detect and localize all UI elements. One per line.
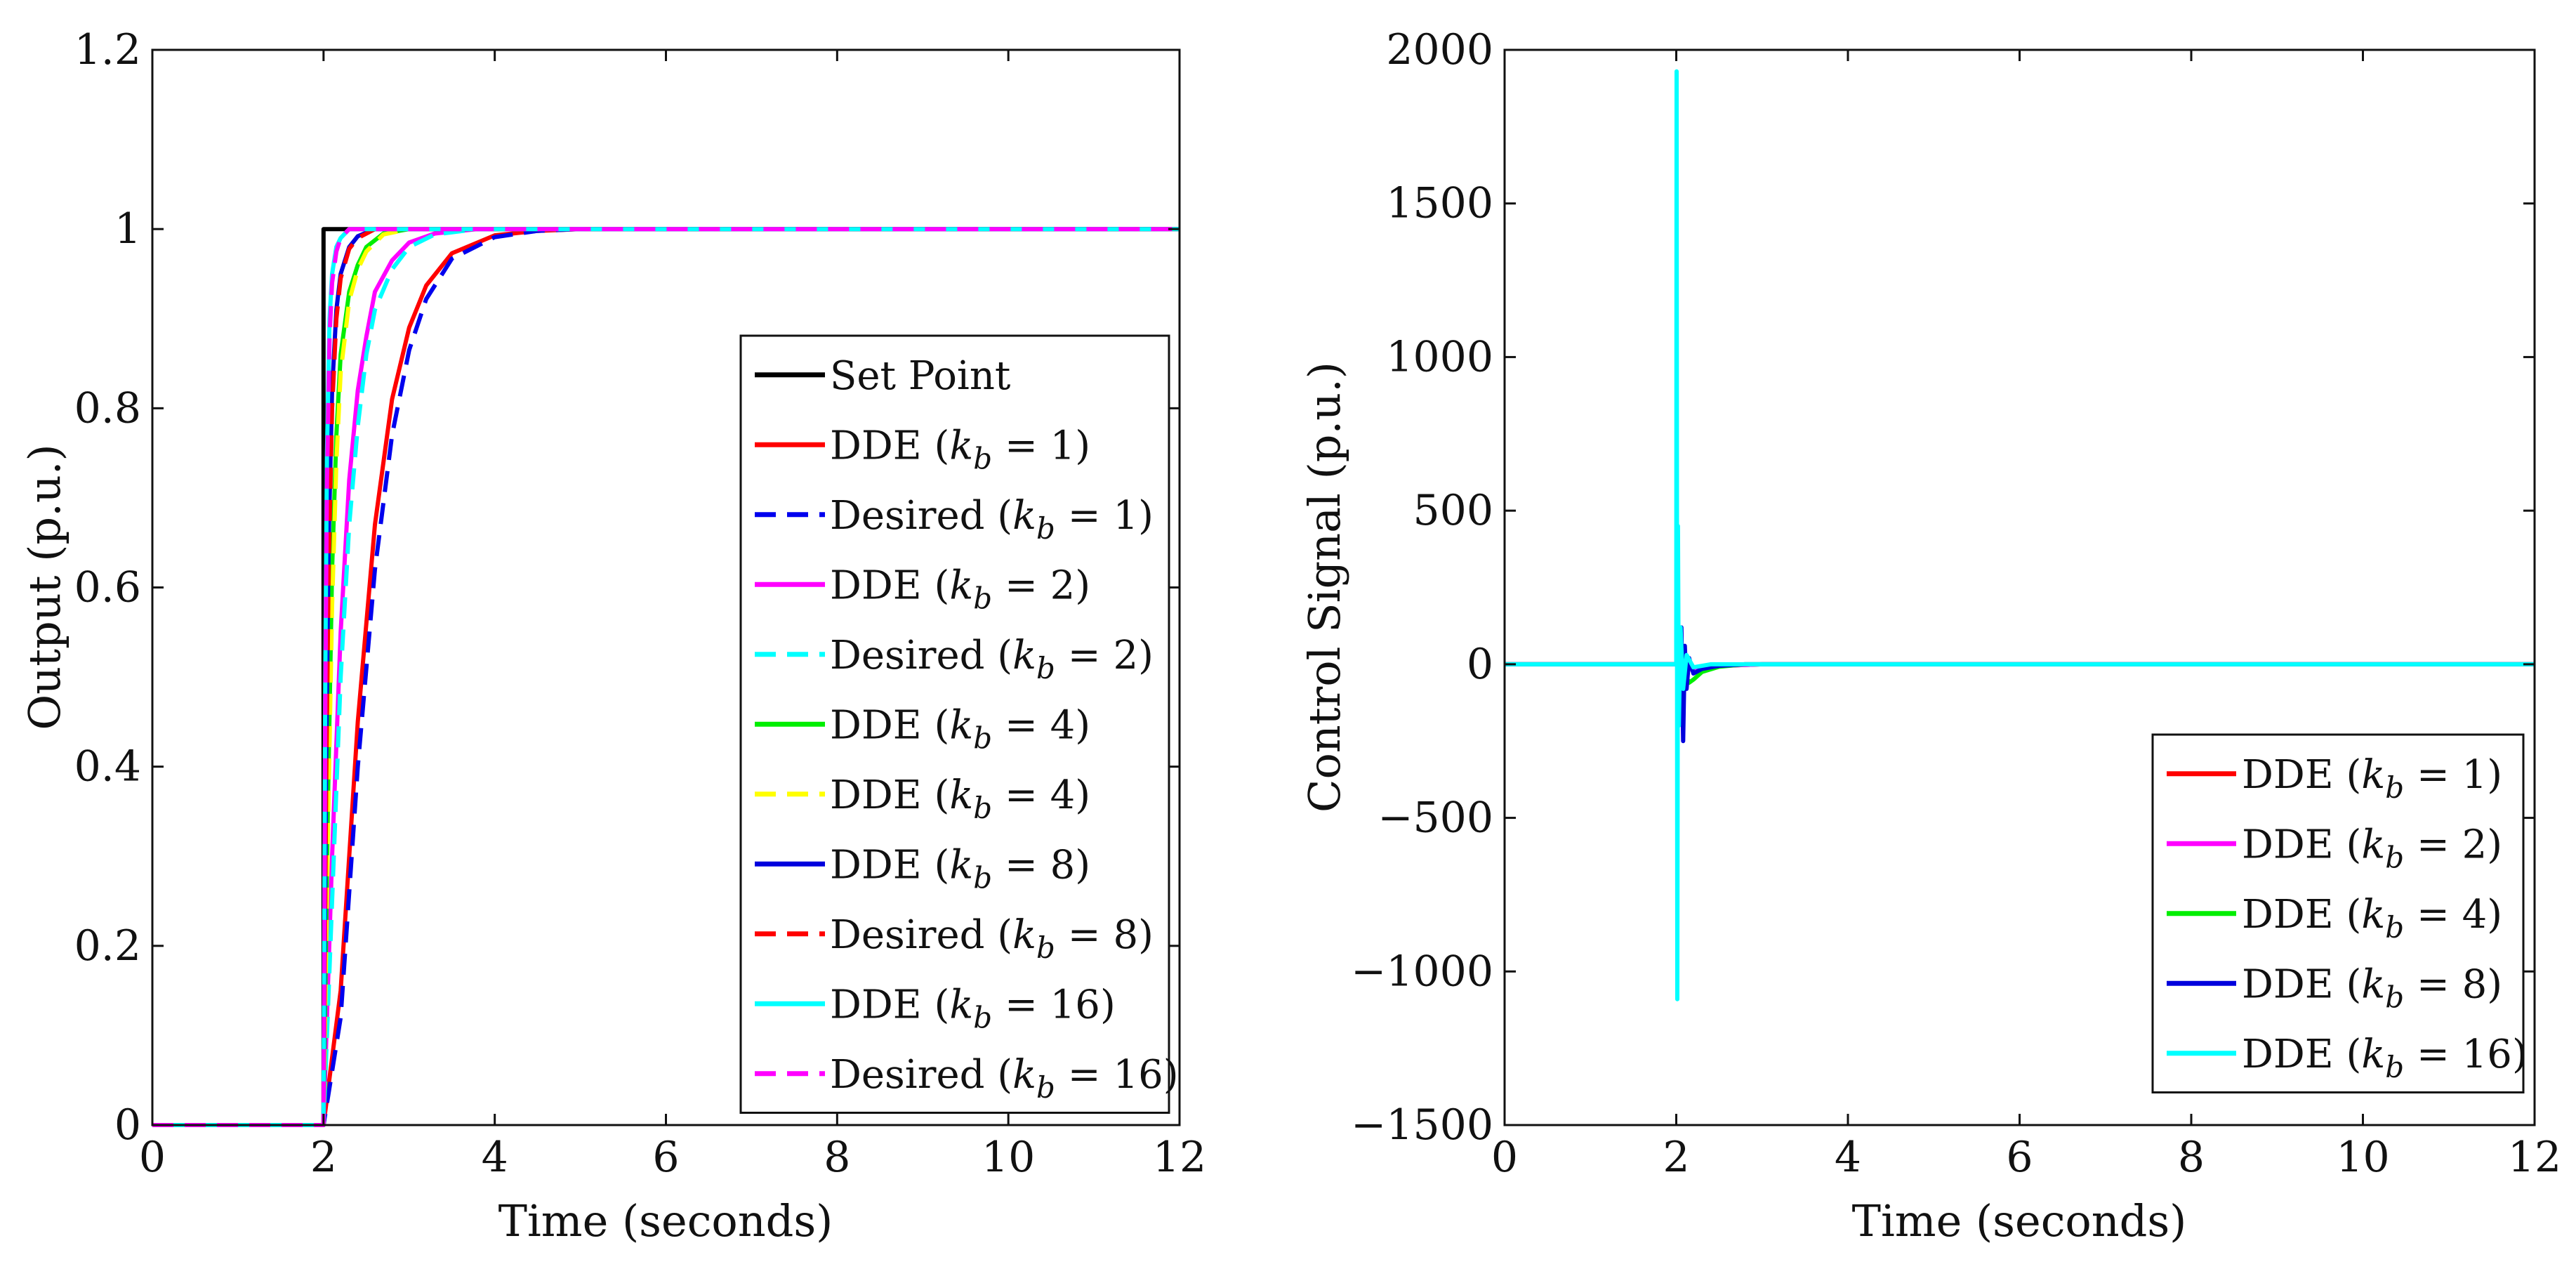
left-chart: 0 2 4 6 8 10 12 0 0.2 0.4 0.6 0.8 1 1.2 Time (seconds…	[19, 25, 1206, 1247]
left-y-tick-label: 0.6	[74, 563, 141, 612]
left-legend-label: Set Point	[830, 353, 1011, 399]
left-legend-label: DDE (kb = 8)	[830, 842, 1090, 895]
left-x-tick-label: 2	[310, 1133, 337, 1182]
right-x-tick-label: 2	[1663, 1133, 1689, 1182]
right-legend-label: DDE (kb = 8)	[2242, 961, 2502, 1014]
right-y-tick-label: 1500	[1386, 179, 1493, 228]
right-legend-label: DDE (kb = 16)	[2242, 1032, 2528, 1084]
left-x-tick-label: 10	[982, 1133, 1035, 1182]
right-x-tick-label: 10	[2336, 1133, 2389, 1182]
left-y-axis-label: Output (p.u.)	[19, 444, 70, 730]
left-series-group	[152, 227, 1180, 1127]
left-x-axis-label: Time (seconds)	[498, 1195, 833, 1247]
left-ticks: 0 2 4 6 8 10 12 0 0.2 0.4 0.6 0.8 1 1.2	[74, 25, 1207, 1182]
left-legend-label: Desired (kb = 1)	[830, 493, 1154, 546]
left-legend-label: DDE (kb = 4)	[830, 702, 1090, 755]
right-legend-label: DDE (kb = 1)	[2242, 752, 2502, 805]
left-x-tick-label: 6	[652, 1133, 679, 1182]
right-ticks: 0 2 4 6 8 10 12 −1500 −1000 −500 0 500 1000 1500 2000	[1351, 25, 2561, 1182]
right-series-group	[1505, 69, 2535, 1001]
right-x-axis-label: Time (seconds)	[1852, 1195, 2187, 1247]
left-legend-label: DDE (kb = 16)	[830, 982, 1116, 1034]
left-legend-label: Desired (kb = 8)	[830, 912, 1154, 965]
right-y-tick-label: 1000	[1386, 332, 1493, 381]
right-y-tick-label: −500	[1378, 794, 1493, 843]
left-y-tick-label: 1	[114, 204, 141, 254]
left-x-tick-label: 12	[1153, 1133, 1206, 1182]
right-y-tick-label: 2000	[1386, 25, 1493, 74]
left-y-tick-label: 0.8	[74, 383, 141, 433]
left-y-tick-label: 1.2	[74, 25, 141, 74]
right-legend: DDE (kb = 1) DDE (kb = 2) DDE (kb = 4) DDE …	[2151, 733, 2528, 1093]
left-legend-label: Desired (kb = 2)	[830, 633, 1154, 685]
left-series-line-6	[152, 227, 1180, 1127]
right-legend-label: DDE (kb = 4)	[2242, 892, 2502, 945]
right-x-tick-label: 8	[2178, 1133, 2205, 1182]
left-y-tick-label: 0.4	[74, 742, 141, 791]
right-chart: 0 2 4 6 8 10 12−1500−1000−5000500100015002000 …	[1299, 25, 2561, 1247]
left-y-tick-label: 0.2	[74, 921, 141, 971]
right-series-line-4	[1505, 69, 2535, 1001]
left-legend-label: DDE (kb = 4)	[830, 773, 1090, 825]
left-x-tick-label: 4	[482, 1133, 508, 1182]
right-y-tick-label: 500	[1413, 486, 1493, 535]
left-series-line-10	[152, 227, 1180, 1127]
left-series-line-4	[152, 227, 1180, 1127]
left-x-tick-label: 0	[139, 1133, 166, 1182]
left-y-tick-label: 0	[114, 1100, 141, 1150]
left-legend-label: Desired (kb = 16)	[830, 1052, 1179, 1105]
left-legend: Set Point DDE (kb = 1) Desired (kb = 1) DDE…	[739, 334, 1179, 1114]
right-y-tick-label: −1000	[1351, 947, 1493, 996]
left-x-tick-label: 8	[824, 1133, 850, 1182]
right-x-tick-label: 4	[1835, 1133, 1861, 1182]
right-legend-label: DDE (kb = 2)	[2242, 822, 2502, 874]
right-y-axis-label: Control Signal (p.u.)	[1299, 362, 1350, 813]
right-x-tick-label: 12	[2508, 1133, 2561, 1182]
right-y-tick-label: −1500	[1351, 1100, 1493, 1150]
left-legend-label: DDE (kb = 2)	[830, 563, 1090, 615]
left-legend-label: DDE (kb = 1)	[830, 423, 1090, 475]
right-x-tick-label: 0	[1491, 1133, 1518, 1182]
right-y-tick-label: 0	[1467, 640, 1493, 689]
right-x-tick-label: 6	[2006, 1133, 2033, 1182]
